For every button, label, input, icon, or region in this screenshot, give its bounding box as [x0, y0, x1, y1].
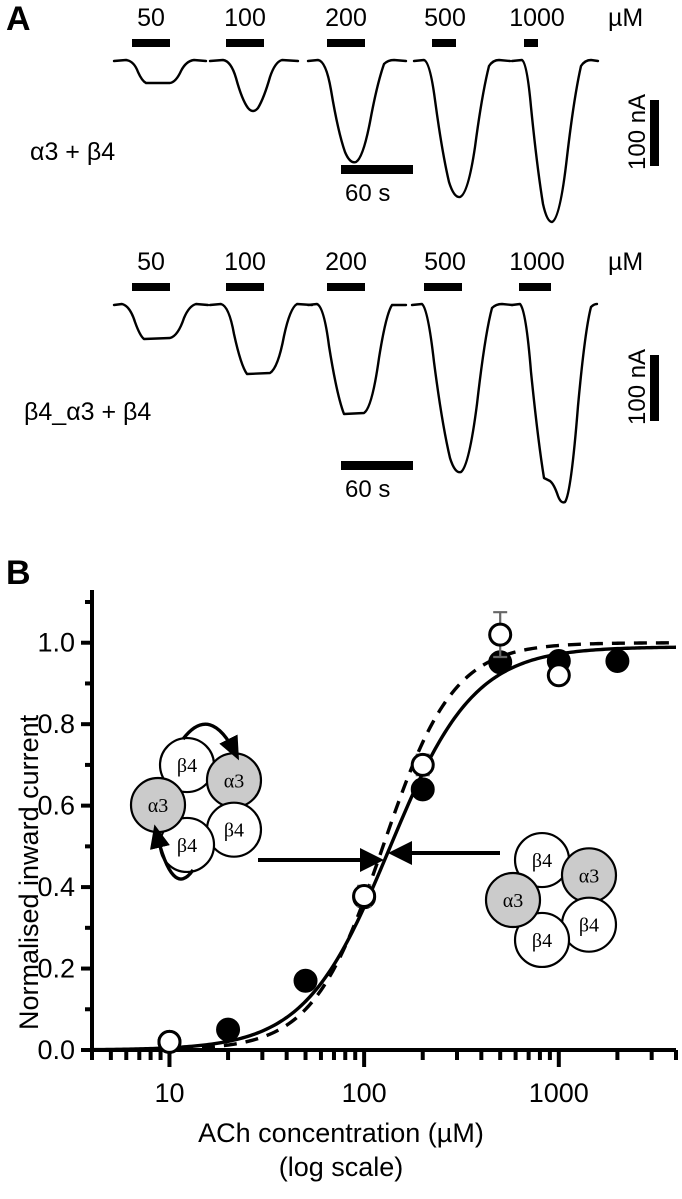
trace-1000-row2 [510, 302, 599, 504]
subunit-label: α3 [503, 890, 523, 912]
application-bar-500-row2 [424, 283, 462, 291]
subunit-label: β4 [177, 755, 197, 777]
unit-label-row2: µM [608, 248, 644, 276]
trace-50-row2 [112, 302, 210, 341]
x-axis-title: ACh concentration (µM) [198, 1118, 484, 1148]
y-tick-label-1: 0.2 [37, 954, 75, 984]
current-scale-bar-row1 [650, 100, 659, 166]
application-bar-100-row2 [226, 283, 264, 291]
x-tick-label-1: 100 [342, 1078, 387, 1108]
trace-100-row2 [208, 302, 314, 376]
subunit-label: α3 [224, 770, 244, 792]
current-scale-label-row1: 100 nA [624, 93, 651, 170]
subunit-label: β4 [224, 820, 244, 842]
subunit-label: β4 [177, 835, 197, 857]
linker-arrow-bottom [150, 824, 195, 881]
y-tick-label-0: 0.0 [37, 1035, 75, 1065]
y-tick-label-5: 1.0 [37, 628, 75, 658]
application-bar-50-row1 [132, 39, 170, 47]
subunit-label: α3 [148, 795, 168, 817]
dose-response-plot: 0.0 0.2 0.4 0.6 0.8 1.0 10 100 1000 β4 α3 β4 β4 α3 β4 α… [37, 590, 678, 1108]
trace-500-row2 [410, 302, 514, 474]
x-axis-subtitle: (log scale) [278, 1152, 404, 1182]
trace-100-row1 [208, 58, 300, 113]
data-point-open [352, 884, 377, 909]
trace-500-row1 [412, 58, 512, 199]
subunit-label: β4 [579, 915, 599, 937]
series-1 [157, 611, 571, 1054]
conc-label-100-row2: 100 [224, 248, 266, 276]
subunit-α3 [484, 871, 542, 929]
application-bar-200-row1 [327, 39, 365, 47]
data-point-open [488, 622, 513, 647]
panel-b-letter: B [6, 554, 31, 592]
y-tick-label-2: 0.4 [37, 872, 75, 902]
solid-fit [91, 645, 677, 1052]
application-bar-1000-row2 [519, 283, 551, 291]
trace-group-row2 [112, 302, 599, 504]
pentamer-diagram-right: β4 α3 β4 β4 α3 [484, 831, 618, 969]
linker-arrow-top [181, 722, 240, 761]
time-scale-label-row2: 60 s [345, 476, 391, 503]
unit-label-row1: µM [608, 4, 644, 32]
application-bar-500-row1 [432, 39, 456, 47]
conc-label-200-row2: 200 [325, 248, 367, 276]
row1-label: α3 + β4 [30, 138, 116, 166]
time-scale-bar-row2 [341, 461, 413, 470]
conc-label-500-row2: 500 [424, 248, 466, 276]
panel-a-letter: A [6, 0, 31, 38]
data-point-open [157, 1029, 182, 1054]
time-scale-label-row1: 60 s [345, 180, 391, 207]
current-scale-bar-row2 [650, 355, 659, 421]
conc-label-100-row1: 100 [224, 4, 266, 32]
conc-label-1000-row2: 1000 [509, 248, 565, 276]
data-point-open [546, 663, 571, 688]
application-bar-1000-row1 [524, 39, 538, 47]
data-point-open [410, 752, 435, 777]
trace-group-row1 [112, 58, 600, 224]
data-point-filled [216, 1017, 241, 1042]
current-scale-label-row2: 100 nA [624, 348, 651, 425]
subunit-label: α3 [579, 865, 599, 887]
pentamer-diagram-left: β4 α3 β4 β4 α3 [129, 722, 263, 881]
subunit-β4 [513, 911, 571, 969]
trace-1000-row1 [510, 58, 600, 224]
conc-label-50-row1: 50 [137, 4, 165, 32]
time-scale-bar-row1 [341, 165, 413, 174]
conc-label-200-row1: 200 [325, 4, 367, 32]
subunit-label: β4 [532, 930, 552, 952]
y-tick-label-3: 0.6 [37, 791, 75, 821]
data-point-filled [293, 968, 318, 993]
trace-200-row1 [306, 58, 408, 164]
conc-label-500-row1: 500 [424, 4, 466, 32]
x-tick-label-0: 10 [154, 1078, 184, 1108]
trace-200-row2 [306, 302, 408, 416]
data-point-filled [605, 649, 630, 674]
row2-label: β4_α3 + β4 [24, 398, 152, 426]
conc-label-50-row2: 50 [137, 248, 165, 276]
application-bar-100-row1 [226, 39, 264, 47]
data-point-filled [410, 777, 435, 802]
application-bar-200-row2 [327, 283, 365, 291]
x-tick-label-2: 1000 [529, 1078, 589, 1108]
trace-50-row1 [112, 58, 208, 85]
application-bar-50-row2 [132, 283, 170, 291]
subunit-label: β4 [532, 850, 552, 872]
dashed-fit [91, 641, 677, 1052]
conc-label-1000-row1: 1000 [509, 4, 565, 32]
y-tick-label-4: 0.8 [37, 709, 75, 739]
